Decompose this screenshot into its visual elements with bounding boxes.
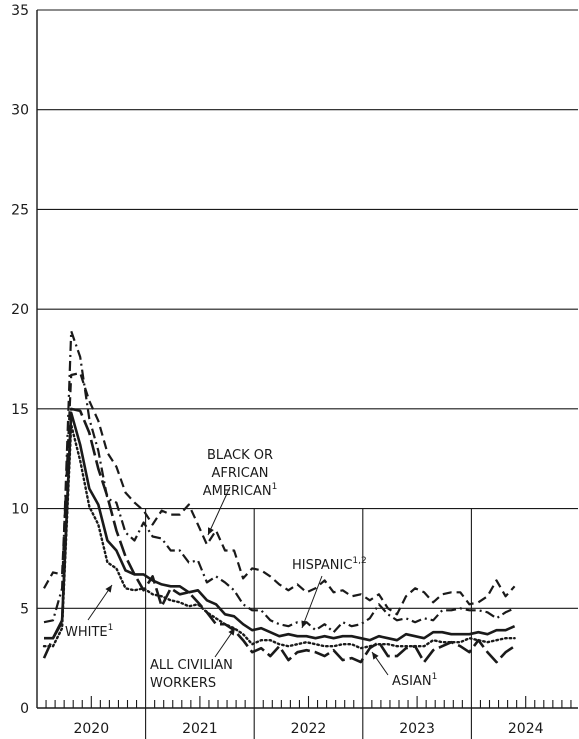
series-lines	[42, 330, 516, 664]
y-tick-label: 15	[11, 402, 29, 418]
annotation-pointer	[301, 575, 323, 629]
annotation-text: AFRICAN	[212, 466, 269, 481]
series-line-black	[43, 371, 516, 616]
gridlines	[37, 9, 578, 609]
footnote-mark: 1	[432, 672, 438, 682]
annotation-all: ALL CIVILIAN WORKERS	[150, 627, 236, 691]
x-axis: 2020 2021 2022 2023 2024	[37, 508, 578, 739]
footnote-mark: 1	[272, 482, 278, 492]
x-tick-label: 2022	[291, 721, 327, 737]
annotation-hispanic: HISPANIC1,2	[292, 556, 367, 629]
y-tick-label: 35	[11, 3, 29, 19]
series-line-white	[42, 423, 516, 650]
annotation-text: WORKERS	[150, 676, 216, 691]
y-tick-label: 25	[11, 202, 29, 218]
x-tick-label: 2020	[73, 721, 109, 737]
arrowhead	[372, 652, 379, 660]
annotation-text: BLACK OR	[207, 448, 273, 463]
arrowhead	[228, 628, 235, 636]
annotation-text: AMERICAN1	[203, 482, 278, 499]
annotation-text: WHITE1	[65, 623, 113, 640]
x-tick-label: 2021	[182, 721, 218, 737]
y-tick-label: 20	[11, 302, 29, 318]
series-line-all	[44, 411, 516, 642]
series-line-hispanic	[43, 330, 516, 634]
annotation-text: HISPANIC1,2	[292, 556, 367, 573]
annotation-text: ASIAN1	[392, 672, 437, 689]
footnote-mark: 1,2	[352, 556, 366, 566]
annotation-white: WHITE1	[65, 584, 113, 640]
y-tick-label: 10	[11, 502, 29, 518]
arrowhead	[208, 527, 214, 535]
annotation-pointer	[207, 486, 231, 536]
series-line-asian	[42, 407, 516, 664]
x-tick-label: 2024	[508, 721, 544, 737]
y-tick-label: 30	[11, 103, 29, 119]
y-axis: 0 5 10 15 20 25 30 35	[11, 3, 38, 717]
arrowhead	[301, 620, 308, 628]
y-tick-label: 5	[20, 601, 29, 617]
footnote-mark: 1	[108, 623, 114, 633]
y-tick-label: 0	[20, 701, 29, 717]
annotation-asian: ASIAN1	[371, 651, 437, 689]
annotation-pointer	[87, 584, 113, 621]
x-tick-label: 2023	[399, 721, 435, 737]
annotation-text: ALL CIVILIAN	[150, 658, 233, 673]
arrowhead	[105, 585, 112, 593]
